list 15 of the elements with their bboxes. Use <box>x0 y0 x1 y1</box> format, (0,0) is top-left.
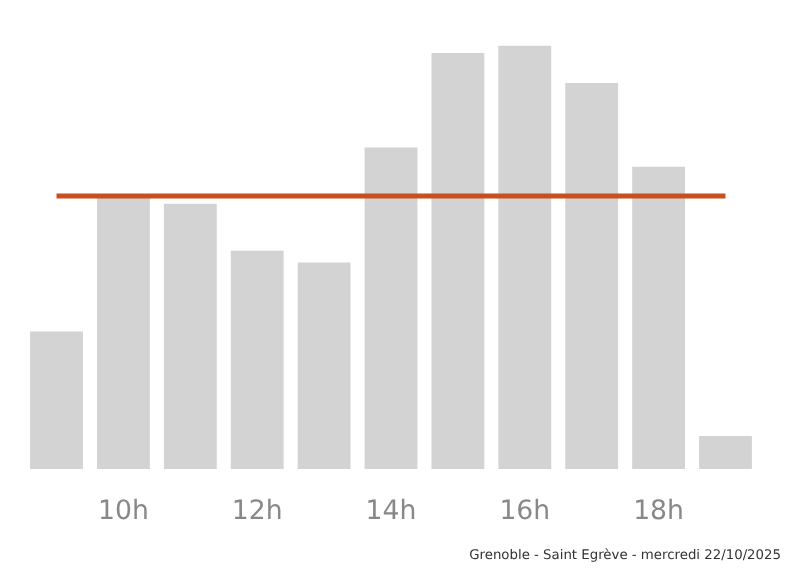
x-tick-label: 16h <box>499 497 551 527</box>
bar <box>632 166 686 469</box>
bar <box>431 53 485 469</box>
bar <box>163 203 217 469</box>
x-tick-label: 18h <box>633 497 685 527</box>
bar <box>30 331 83 469</box>
bar <box>498 45 552 469</box>
bar <box>297 262 351 469</box>
x-tick-label: 10h <box>98 497 149 527</box>
bar <box>699 435 752 469</box>
bar <box>364 147 418 469</box>
bar <box>230 250 284 469</box>
x-tick-label: 14h <box>365 497 417 527</box>
bar <box>565 83 619 469</box>
x-tick-label: 12h <box>231 497 283 527</box>
